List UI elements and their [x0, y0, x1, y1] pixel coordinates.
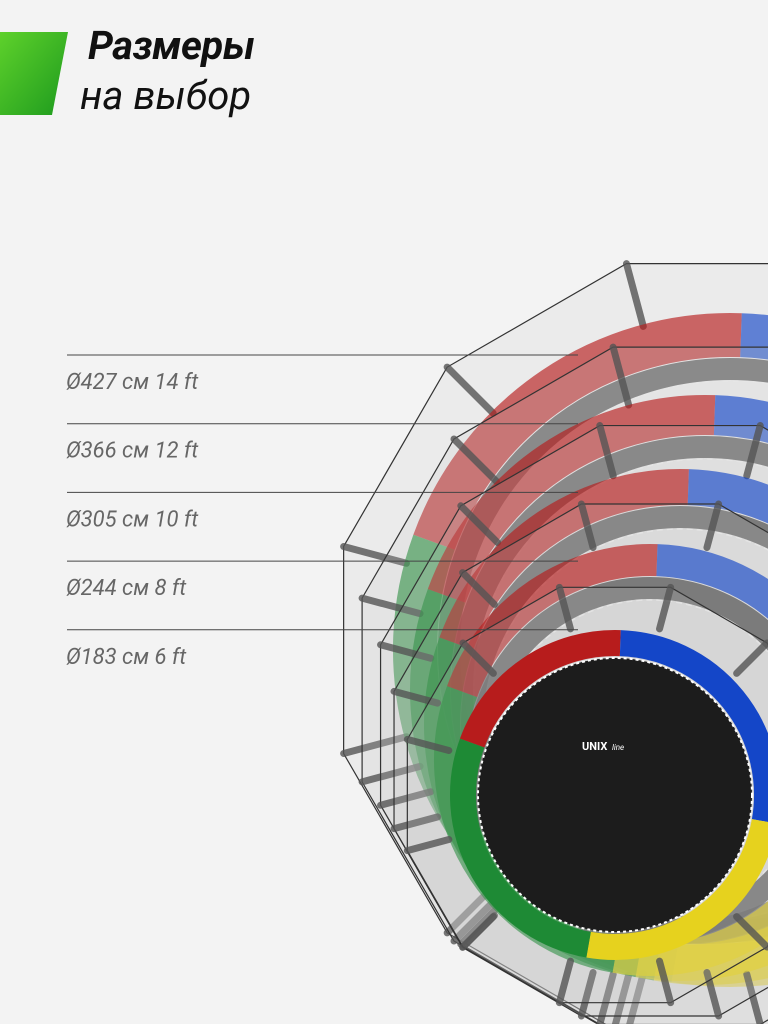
- net-pole: [733, 913, 768, 951]
- net-pole: [358, 762, 424, 786]
- net-pole: [656, 957, 675, 1007]
- net-pole: [390, 813, 441, 833]
- size-label: Ø183 см 6 ft: [66, 645, 187, 670]
- title: Размеры: [88, 22, 255, 69]
- net-pole: [609, 343, 633, 409]
- pad-segment: [459, 630, 621, 748]
- trampolines: UNIX line: [340, 260, 768, 1024]
- subtitle: на выбор: [80, 72, 252, 119]
- net-pole: [459, 569, 498, 608]
- net-pole: [340, 542, 410, 567]
- net-pole: [459, 913, 497, 951]
- net-pole: [703, 969, 723, 1020]
- pad-segment: [619, 630, 768, 822]
- pad-segment: [656, 544, 768, 619]
- size-labels: Ø427 см 14 ft Ø366 см 12 ft Ø305 см 10 ft Ø…: [66, 354, 578, 670]
- net-pole: [577, 500, 597, 551]
- pad-segment: [413, 313, 742, 550]
- net-pole: [611, 971, 633, 1024]
- net-pole: [377, 641, 435, 662]
- logo-brand: UNIX: [582, 740, 607, 753]
- net-pole: [450, 435, 500, 485]
- net-pole: [457, 903, 502, 948]
- accent-block: [0, 32, 68, 115]
- net-pole: [459, 639, 497, 677]
- net-pole: [555, 583, 574, 633]
- net-pole: [555, 957, 574, 1007]
- net-pole: [443, 363, 497, 417]
- net-pole: [377, 788, 435, 809]
- net-pole: [626, 970, 647, 1024]
- pad-segment: [450, 738, 592, 958]
- net-pole: [703, 500, 723, 551]
- net-pole: [743, 970, 764, 1024]
- net-pole: [403, 836, 453, 855]
- net-pole: [390, 687, 441, 707]
- pad-segment: [427, 395, 716, 603]
- net-pole: [656, 583, 675, 633]
- net-pole: [340, 733, 410, 758]
- pad-segment: [687, 469, 768, 524]
- net-pole: [622, 260, 647, 330]
- pad-segment: [439, 469, 689, 650]
- net-pole: [577, 969, 597, 1020]
- size-label: Ø305 см 10 ft: [66, 507, 199, 532]
- net-pole: [733, 639, 768, 677]
- size-label: Ø244 см 8 ft: [66, 576, 187, 601]
- net-pole: [596, 422, 617, 480]
- size-label: Ø366 см 12 ft: [66, 439, 199, 464]
- jump-mat: [477, 657, 753, 933]
- size-label: Ø427 см 14 ft: [66, 370, 199, 395]
- pad-segment: [586, 818, 768, 960]
- net-pole: [450, 895, 500, 945]
- net-pole: [358, 594, 424, 618]
- net-pole: [403, 735, 453, 754]
- net-pole: [457, 502, 502, 547]
- net-pole: [743, 422, 764, 480]
- logo-line: line: [612, 743, 624, 752]
